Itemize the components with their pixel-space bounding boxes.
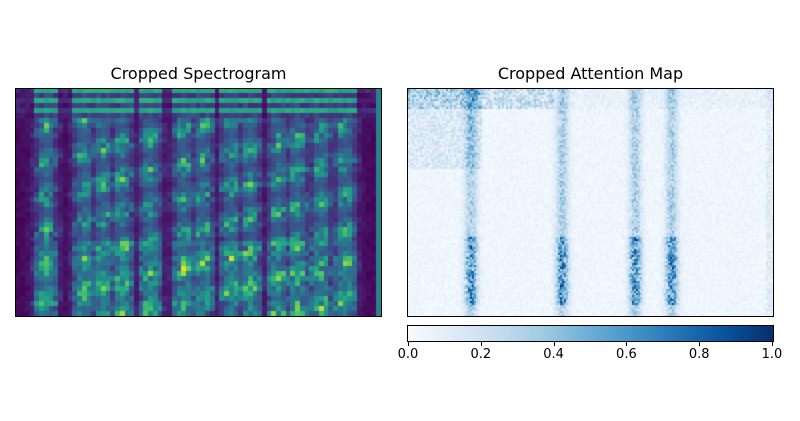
attention-axes — [407, 88, 774, 317]
colorbar-tick-mark — [480, 342, 482, 346]
colorbar-tick-label: 1.0 — [761, 347, 783, 362]
colorbar-tick-mark — [772, 342, 773, 346]
colorbar-tick-mark — [408, 342, 409, 346]
colorbar-tick-label: 0.8 — [688, 347, 710, 362]
colorbar-tick-label: 0.6 — [616, 347, 637, 362]
colorbar-tick-label: 0.0 — [397, 347, 419, 362]
spectrogram-heatmap — [16, 89, 381, 316]
colorbar-tick-label: 0.4 — [543, 347, 564, 362]
colorbar-ticks: 0.0 0.2 0.4 0.6 0.8 1.0 — [398, 342, 782, 366]
colorbar-tick-mark — [626, 342, 628, 346]
attention-heatmap — [408, 89, 773, 316]
colorbar-gradient — [408, 326, 773, 341]
colorbar-tick-mark — [553, 342, 555, 346]
spectrogram-axes — [15, 88, 382, 317]
spectrogram-title: Cropped Spectrogram — [110, 64, 287, 83]
attention-title: Cropped Attention Map — [497, 64, 684, 83]
colorbar-tick-mark — [699, 342, 701, 346]
colorbar — [407, 325, 774, 342]
colorbar-tick-label: 0.2 — [470, 347, 492, 362]
